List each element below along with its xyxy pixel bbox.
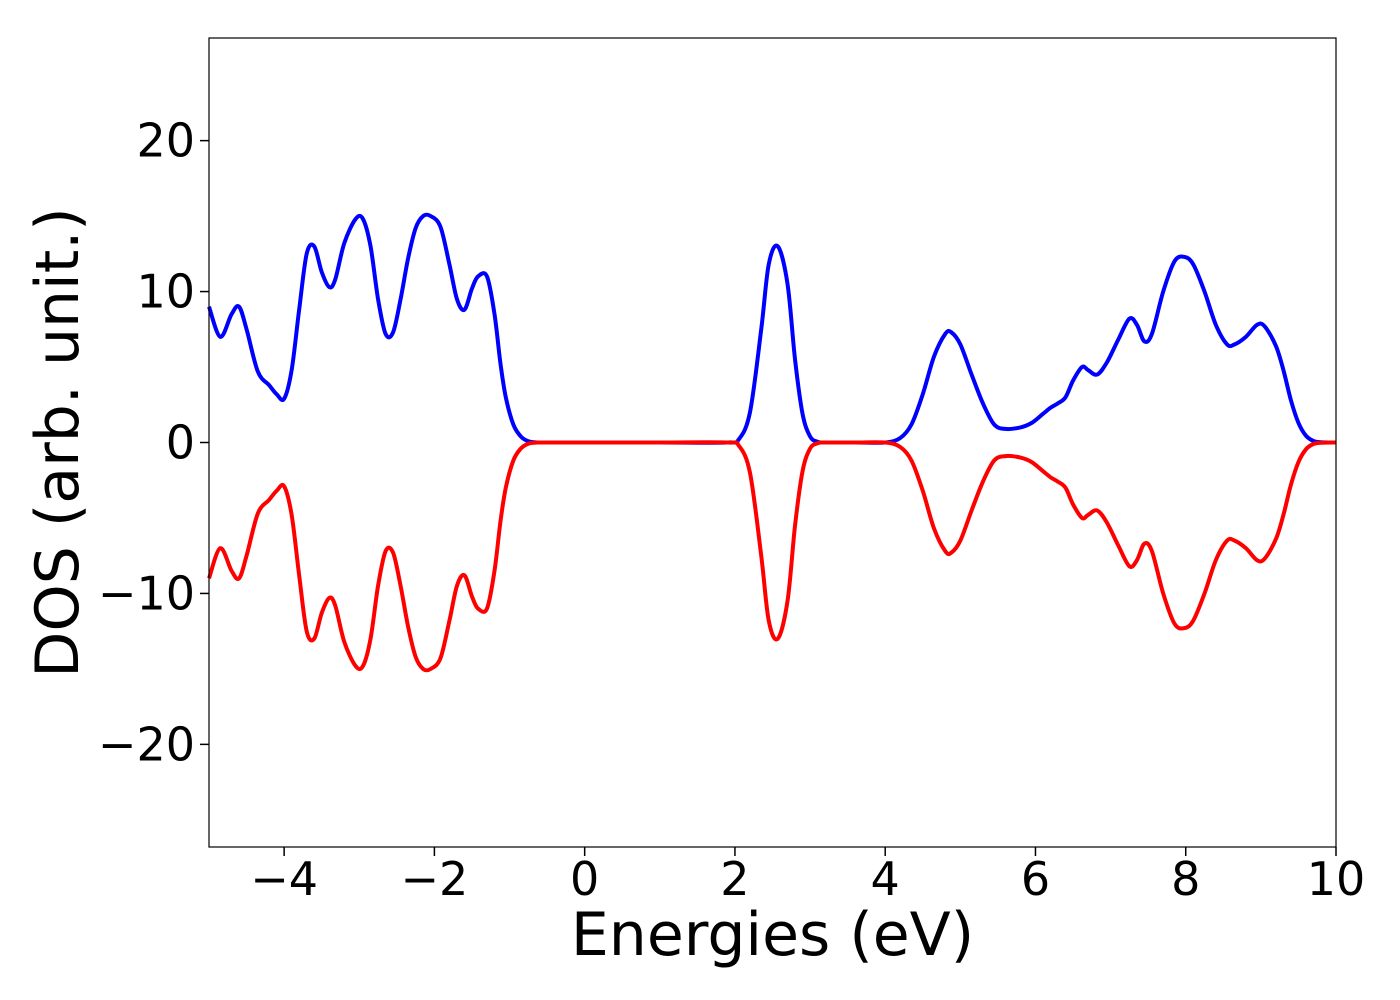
x-axis-label: Energies (eV) <box>571 900 974 970</box>
x-tick-label: 6 <box>1021 852 1050 906</box>
y-tick-label: −20 <box>98 717 195 771</box>
y-axis: −20 −10 0 10 20 <box>98 114 209 771</box>
y-tick-label: 20 <box>136 114 195 168</box>
series-layer <box>207 212 1337 673</box>
x-axis: −4 −2 0 2 4 6 8 10 <box>250 847 1365 906</box>
x-tick-label: 8 <box>1171 852 1200 906</box>
x-tick-label: 0 <box>570 852 599 906</box>
x-tick-label: −4 <box>250 852 318 906</box>
series-line-2 <box>207 440 1337 673</box>
series-line-1 <box>207 212 1337 445</box>
x-tick-label: 4 <box>871 852 900 906</box>
x-tick-label: −2 <box>400 852 468 906</box>
y-tick-label: −10 <box>98 566 195 620</box>
y-axis-label: DOS (arb. unit.) <box>23 207 93 677</box>
x-tick-label: 10 <box>1307 852 1366 906</box>
y-tick-label: 0 <box>166 416 195 470</box>
y-tick-label: 10 <box>136 265 195 319</box>
plot-frame <box>208 37 1337 848</box>
x-tick-label: 2 <box>720 852 749 906</box>
